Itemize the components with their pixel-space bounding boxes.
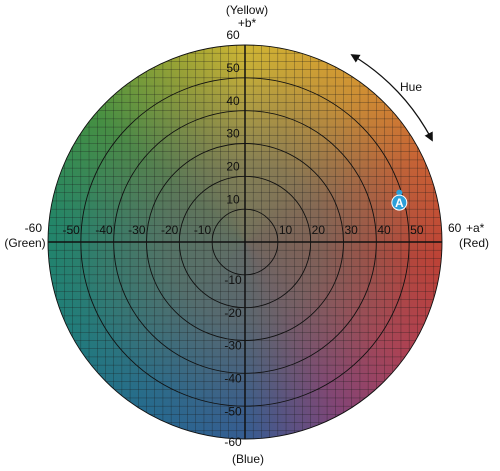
y-tick-label: -30: [224, 339, 242, 353]
y-tick-label: -50: [224, 404, 242, 418]
x-negative-label: (Green): [4, 236, 45, 250]
x-tick-label: 50: [410, 223, 424, 237]
x-tick-label: 20: [312, 223, 326, 237]
y-tick-label: 10: [226, 192, 240, 206]
y-tick-label: 50: [226, 61, 240, 75]
x-axis-name: +a*: [466, 221, 485, 235]
y-axis-name: +b*: [238, 16, 257, 30]
y-tick-label: -10: [224, 273, 242, 287]
hue-label: Hue: [400, 80, 422, 94]
y-tick-label: -40: [224, 372, 242, 386]
y-tick-label: 40: [226, 94, 240, 108]
hue-arrow: [350, 54, 433, 142]
x-tick-label: -50: [62, 223, 80, 237]
y-positive-label: (Yellow): [226, 3, 268, 17]
y-tick-label: -60: [224, 435, 242, 449]
x-tick-label: 30: [345, 223, 359, 237]
x-tick-label: 60: [448, 221, 462, 235]
y-tick-label: 60: [226, 28, 240, 42]
x-tick-label: -40: [95, 223, 113, 237]
x-tick-label: 40: [377, 223, 391, 237]
point-label: A: [395, 196, 404, 210]
y-negative-label: (Blue): [232, 452, 264, 466]
marker-pin: [396, 189, 403, 196]
point: [391, 194, 408, 211]
x-tick-label: -30: [128, 223, 146, 237]
x-tick-label: -60: [25, 221, 43, 235]
x-tick-label: -20: [161, 223, 179, 237]
y-tick-label: 30: [226, 127, 240, 141]
x-positive-label: (Red): [459, 236, 489, 250]
y-tick-label: 20: [226, 160, 240, 174]
x-tick-label: 10: [279, 223, 293, 237]
x-tick-label: -10: [194, 223, 212, 237]
y-tick-label: -20: [224, 306, 242, 320]
